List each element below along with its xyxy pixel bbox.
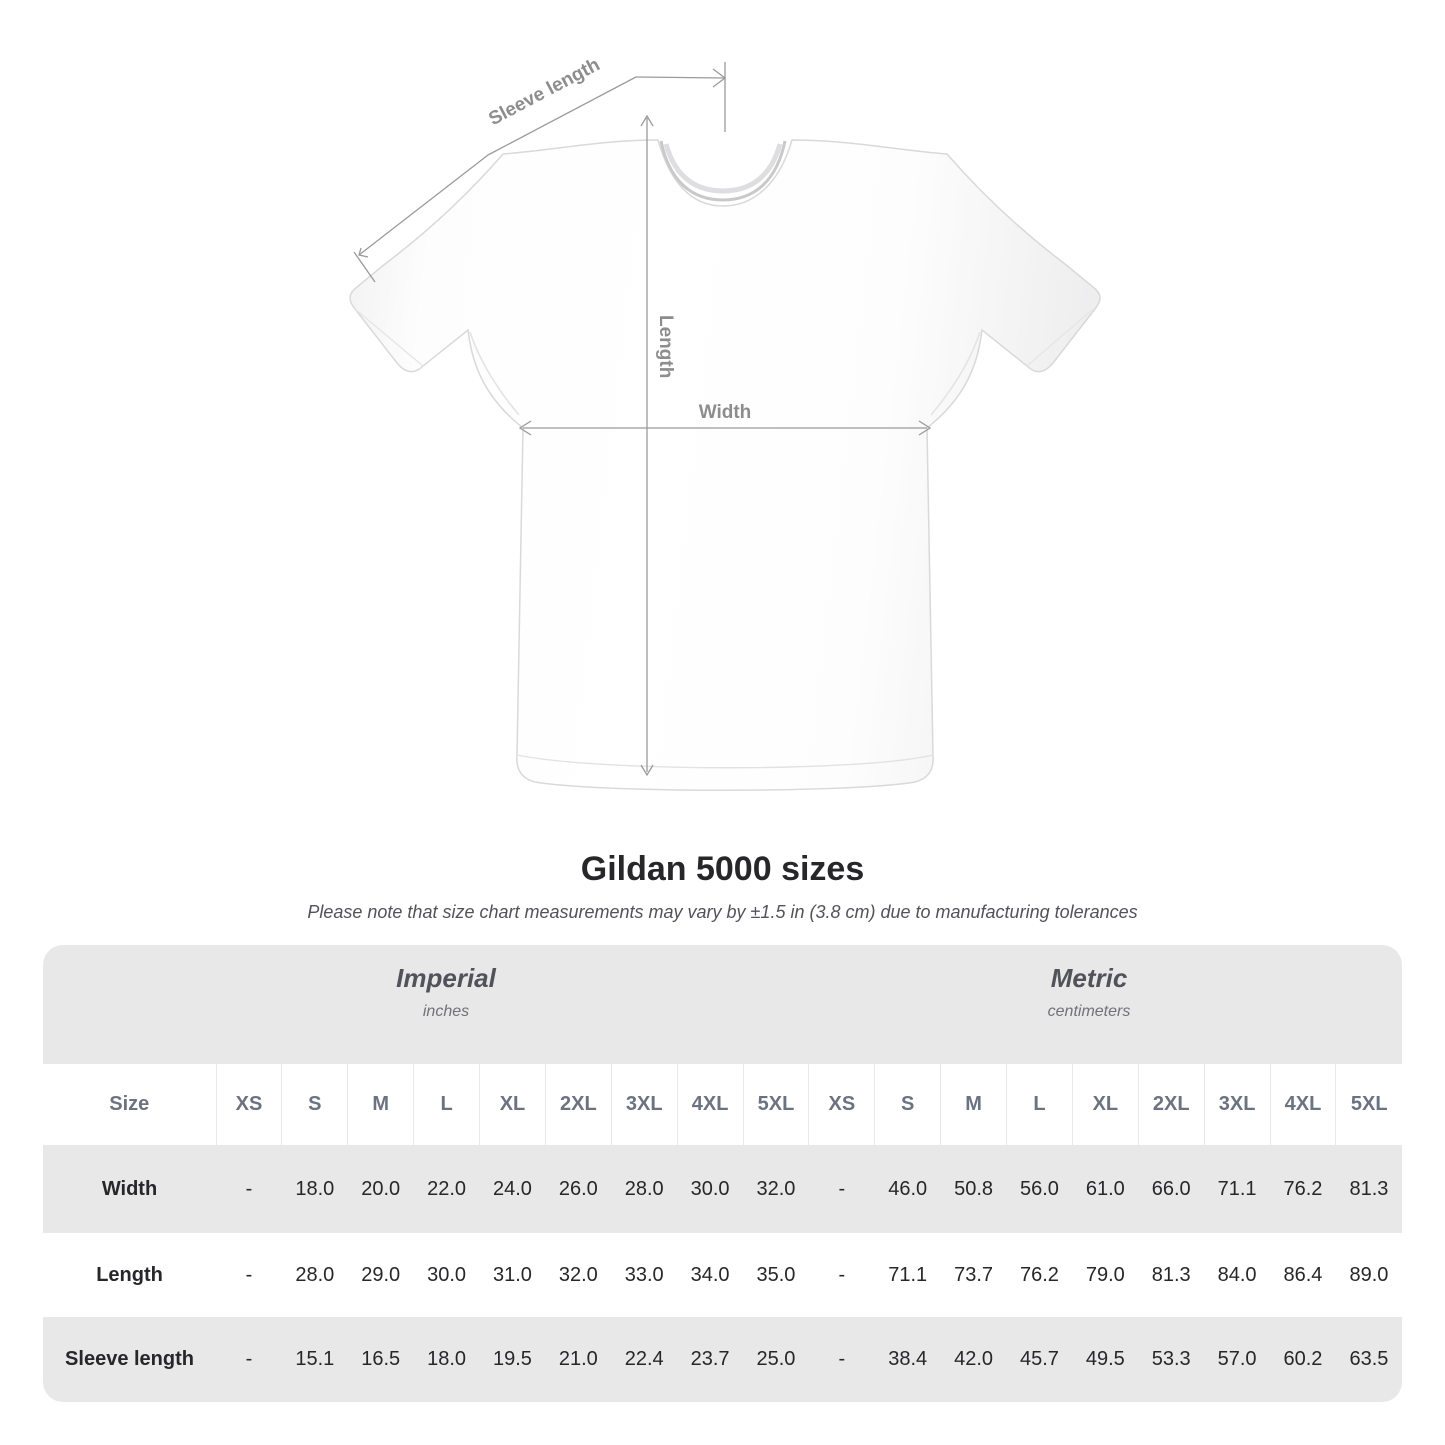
svg-text:Sleeve length: Sleeve length xyxy=(485,54,603,130)
svg-text:Width: Width xyxy=(699,402,752,423)
svg-text:Length: Length xyxy=(655,315,676,378)
